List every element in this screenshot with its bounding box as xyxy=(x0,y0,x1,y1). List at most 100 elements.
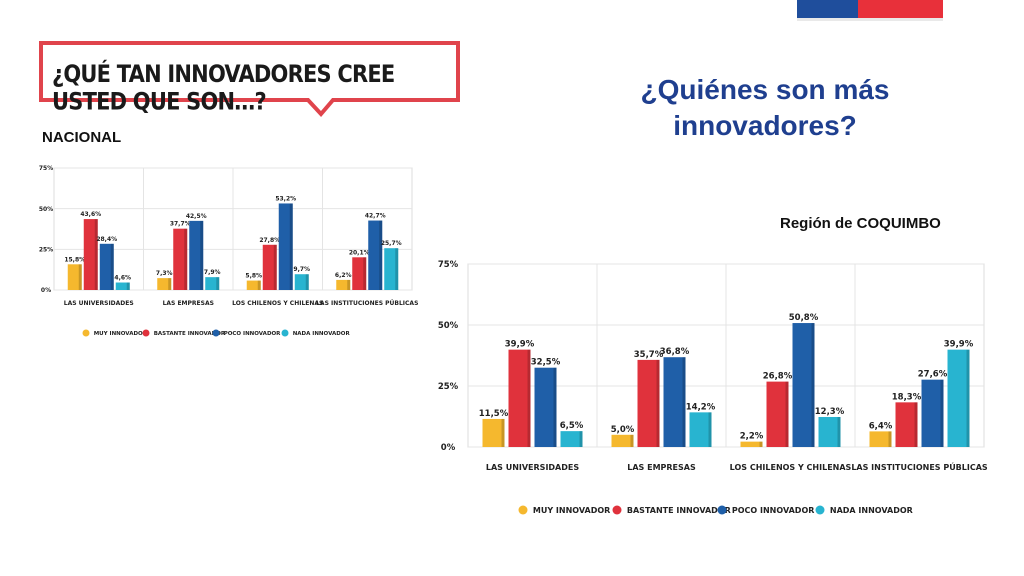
data-label: 28,4% xyxy=(96,236,117,243)
legend-marker xyxy=(815,505,825,515)
bar xyxy=(384,248,399,290)
data-label: 7,9% xyxy=(204,269,221,276)
data-label: 12,3% xyxy=(815,407,845,417)
data-label: 6,2% xyxy=(335,272,352,279)
bar-shade xyxy=(200,220,204,290)
bar xyxy=(482,418,505,447)
bar xyxy=(262,244,277,290)
legend-marker xyxy=(612,505,622,515)
data-label: 25,7% xyxy=(381,240,402,247)
y-tick-label: 75% xyxy=(39,165,53,172)
legend-marker xyxy=(82,329,90,337)
bar xyxy=(947,349,970,447)
data-label: 7,3% xyxy=(156,270,173,277)
legend-marker xyxy=(717,505,727,515)
data-label: 35,7% xyxy=(634,350,664,360)
bar-shade xyxy=(656,359,660,447)
legend-label: NADA INNOVADOR xyxy=(293,331,351,337)
bar xyxy=(67,264,82,290)
page-title: ¿Quiénes son más innovadores? xyxy=(640,74,890,141)
data-label: 39,9% xyxy=(944,340,974,350)
data-label: 6,5% xyxy=(560,421,584,431)
bar-shade xyxy=(837,416,841,447)
bar xyxy=(637,359,660,447)
y-tick-label: 0% xyxy=(41,287,51,294)
bar xyxy=(663,357,686,447)
data-label: 14,2% xyxy=(686,402,716,412)
bar-shade xyxy=(682,357,686,447)
category-label: LAS EMPRESAS xyxy=(163,300,214,307)
bar xyxy=(205,277,220,290)
bar-shade xyxy=(363,257,367,290)
legend-marker xyxy=(518,505,528,515)
bar-shade xyxy=(966,349,970,447)
bar-shade xyxy=(708,412,712,447)
bar-shade xyxy=(395,248,399,290)
bar-shade xyxy=(184,228,188,290)
bar xyxy=(115,282,130,290)
legend-label: POCO INNOVADOR xyxy=(732,506,815,515)
bar-shade xyxy=(379,220,383,290)
legend-label: BASTANTE INNOVADOR xyxy=(627,506,731,515)
data-label: 53,2% xyxy=(275,195,296,202)
bar-shade xyxy=(527,349,531,447)
bar xyxy=(368,220,383,290)
bar xyxy=(689,412,712,447)
bar xyxy=(869,431,892,447)
bar xyxy=(336,279,351,290)
y-tick-label: 50% xyxy=(39,206,53,213)
bar-shade xyxy=(289,203,293,290)
legend-label: MUY INNOVADOR xyxy=(94,331,148,337)
data-label: 6,4% xyxy=(869,421,893,431)
data-label: 37,7% xyxy=(170,221,191,228)
bar-shade xyxy=(110,243,114,290)
bar xyxy=(560,431,583,447)
bar-shade xyxy=(811,323,815,447)
bar xyxy=(611,434,634,447)
bar-shade xyxy=(785,381,789,447)
bar xyxy=(740,441,763,447)
speech-bubble xyxy=(39,41,460,118)
category-label: LAS UNIVERSIDADES xyxy=(486,463,579,472)
bar xyxy=(508,349,531,447)
bar-shade xyxy=(257,280,261,290)
bar-shade xyxy=(501,418,505,447)
data-label: 26,8% xyxy=(763,372,793,382)
data-label: 43,6% xyxy=(80,211,101,218)
bar xyxy=(246,280,261,290)
y-tick-label: 25% xyxy=(39,246,53,253)
flag-blue-stripe xyxy=(797,0,858,18)
legend-label: POCO INNOVADOR xyxy=(224,331,281,337)
bar xyxy=(189,220,204,290)
bar xyxy=(895,402,918,447)
data-label: 18,3% xyxy=(892,392,922,402)
bar xyxy=(83,219,98,290)
bar xyxy=(278,203,293,290)
bar-shade xyxy=(888,431,892,447)
data-label: 36,8% xyxy=(660,347,690,357)
bar-shade xyxy=(630,434,634,447)
data-label: 4,6% xyxy=(114,275,131,282)
bar-shade xyxy=(126,282,130,290)
bar-shade xyxy=(914,402,918,447)
bar xyxy=(534,367,557,447)
category-label: LAS UNIVERSIDADES xyxy=(64,300,134,307)
bar-shade xyxy=(940,379,944,447)
bar xyxy=(766,381,789,447)
flag-white-stripe xyxy=(797,18,943,21)
legend-marker xyxy=(281,329,289,337)
flag-red-stripe xyxy=(858,0,943,18)
nacional-label: NACIONAL xyxy=(42,129,122,146)
bar-shade xyxy=(94,219,98,290)
question-text: ¿QUÉ TAN INNOVADORES CREE USTED QUE SON…… xyxy=(52,60,395,116)
category-label: LOS CHILENOS Y CHILENAS xyxy=(232,300,323,307)
legend-marker xyxy=(212,329,220,337)
data-label: 27,8% xyxy=(259,237,280,244)
data-label: 5,8% xyxy=(245,273,262,280)
bar xyxy=(99,243,114,290)
bar xyxy=(818,416,841,447)
region-label: Región de COQUIMBO xyxy=(780,215,941,232)
data-label: 27,6% xyxy=(918,370,948,380)
